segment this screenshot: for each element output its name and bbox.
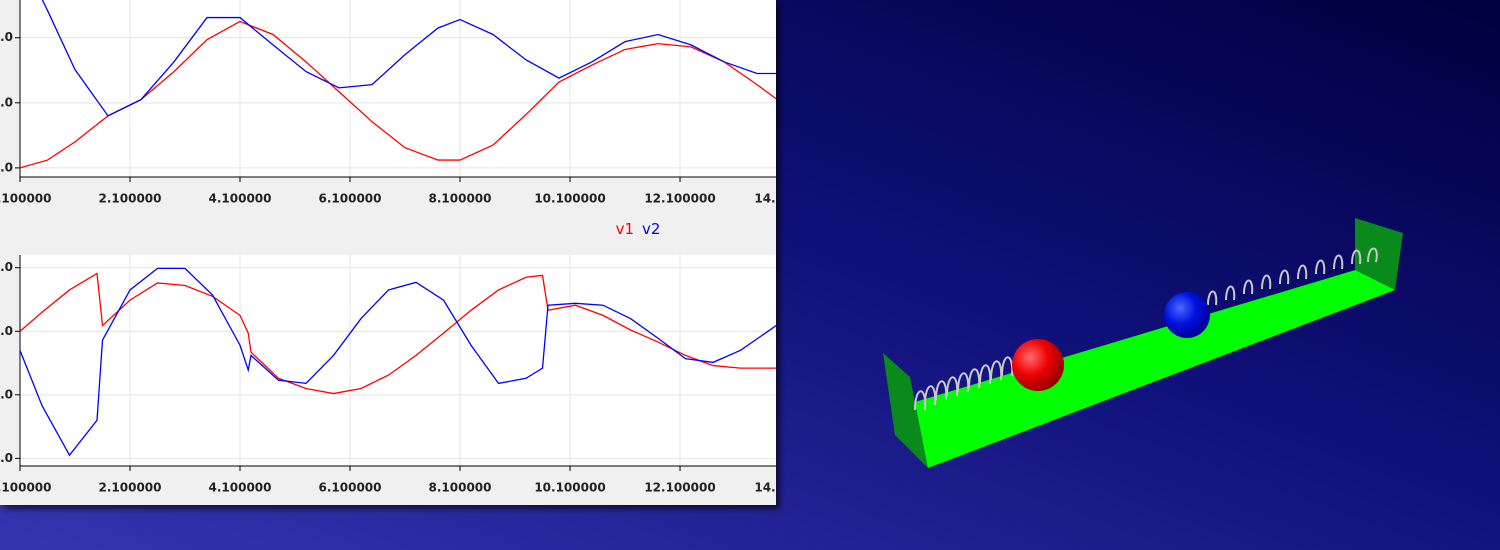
y-tick-label: 0.0: [0, 95, 13, 109]
x-tick-label: 8.100000: [429, 192, 492, 206]
track-floor: [905, 268, 1395, 468]
series-line: [20, 272, 776, 395]
spring-left: [914, 352, 1025, 411]
x-tick-label: 12.100000: [644, 192, 715, 206]
x-tick-label: 14.100000: [754, 192, 825, 206]
scene-3d: [883, 218, 1403, 468]
x-tick-label: 14.100000: [754, 481, 825, 495]
x-tick-label: 10.100000: [534, 481, 605, 495]
series-line: [20, 267, 776, 457]
plot-lines: [20, 267, 776, 457]
y-tick-label: -1.0: [0, 160, 13, 174]
series-line: [41, 0, 776, 117]
x-tick-label: 4.100000: [208, 192, 271, 206]
legend-entry: v2: [642, 220, 660, 238]
mass-blue: [1164, 292, 1210, 338]
mass-red: [1012, 339, 1064, 391]
plot-area: [20, 0, 776, 177]
legend-entry: v1: [616, 220, 634, 238]
plot-lines: [20, 0, 776, 169]
y-tick-label: -1.0: [0, 387, 13, 401]
x-tick-label: 0.100000: [0, 192, 52, 206]
x-tick-label: 6.100000: [319, 481, 382, 495]
legend: v1 v2: [616, 220, 661, 238]
spring-right: [1207, 247, 1378, 306]
x-tick-label: 4.100000: [208, 481, 271, 495]
x-tick-label: 6.100000: [319, 192, 382, 206]
y-tick-label: 1.0: [0, 30, 13, 44]
plot-window: 0.100000 2.100000 4.100000 6.100000 8.100000…: [0, 0, 825, 495]
y-tick-label: 0.0: [0, 324, 13, 338]
x-tick-label: 0.100000: [0, 481, 52, 495]
left-wall: [883, 353, 928, 468]
x-tick-label: 2.100000: [98, 481, 161, 495]
x-tick-label: 2.100000: [98, 192, 161, 206]
right-wall: [1355, 218, 1403, 290]
x-tick-label: 12.100000: [644, 481, 715, 495]
y-tick-label: 1.0: [0, 260, 13, 274]
x-tick-label: 8.100000: [429, 481, 492, 495]
y-tick-label: -2.0: [0, 451, 13, 465]
x-tick-label: 10.100000: [534, 192, 605, 206]
